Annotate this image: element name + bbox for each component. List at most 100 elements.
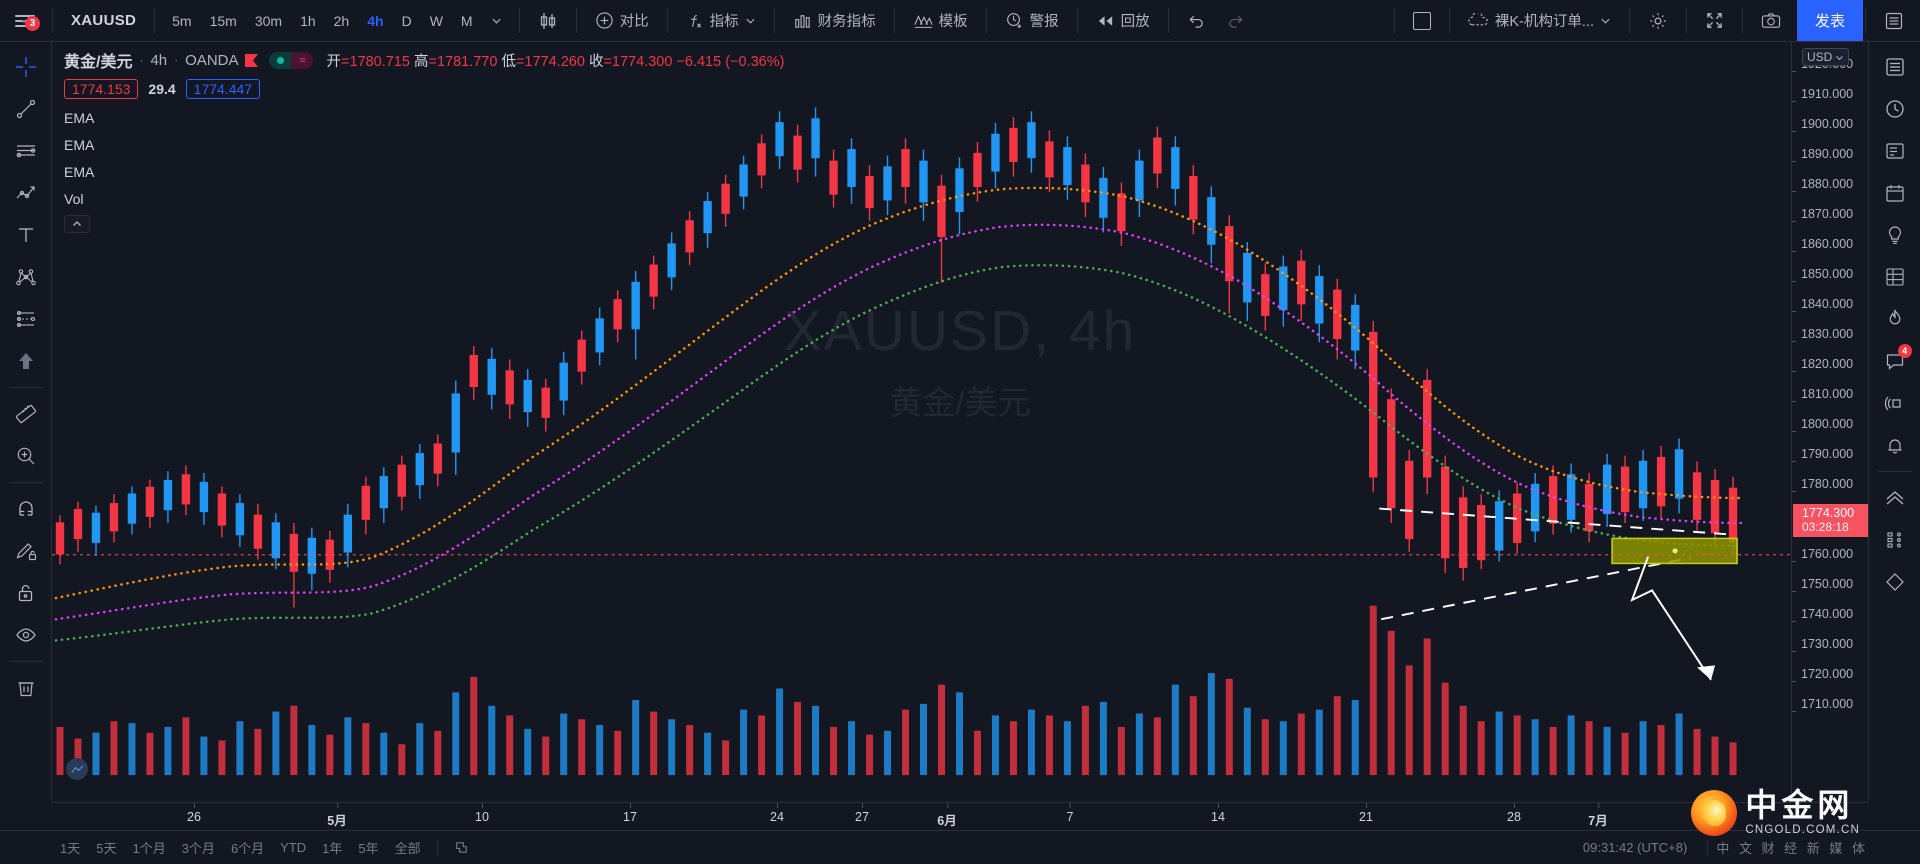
financials-button[interactable]: 财务指标: [784, 6, 885, 36]
fullscreen-button[interactable]: [1696, 6, 1733, 36]
undo-icon: [1187, 12, 1206, 29]
time-axis[interactable]: 26 5月 10 17 24 27 6月 7 14 21 28 7月 6: [52, 802, 1868, 830]
chart-canvas[interactable]: [52, 42, 1791, 802]
measure-tool[interactable]: [6, 394, 46, 434]
bell-icon: [1884, 434, 1906, 456]
chart-area[interactable]: 黄金/美元 · 4h · OANDA ≈ 开=1780.715 高=1781.7…: [52, 42, 1868, 802]
price-tick: 1820.000: [1792, 357, 1868, 378]
main-menu-button[interactable]: 3: [6, 12, 44, 31]
price-tick: 1870.000: [1792, 207, 1868, 228]
range-3m[interactable]: 3个月: [181, 841, 215, 856]
ruler-icon: [15, 403, 37, 425]
single-layout-icon: [1412, 11, 1431, 30]
replay-button[interactable]: 回放: [1087, 6, 1159, 36]
undo-button[interactable]: [1178, 6, 1215, 36]
screener-button[interactable]: [1875, 257, 1915, 297]
range-5d[interactable]: 5天: [96, 841, 117, 856]
toolbar-divider: [1865, 8, 1866, 33]
timeframe-15m[interactable]: 15m: [209, 12, 237, 29]
snapshot-button[interactable]: [1752, 6, 1790, 36]
settings-button[interactable]: [1639, 6, 1677, 36]
toolbar-divider: [1877, 471, 1912, 472]
support-trendline: [1381, 556, 1692, 621]
timeframe-5m[interactable]: 5m: [172, 12, 192, 29]
templates-button[interactable]: 模板: [904, 6, 977, 36]
volume-pane-badge[interactable]: [66, 758, 88, 780]
redo-button[interactable]: [1217, 6, 1254, 36]
timeframe-w[interactable]: W: [429, 12, 443, 29]
legend-collapse-button[interactable]: [64, 215, 90, 233]
broadcast-button[interactable]: [1875, 383, 1915, 423]
fib-retracement-tool[interactable]: [6, 131, 46, 171]
right-panel-toggle-button[interactable]: [1875, 6, 1913, 36]
currency-selector[interactable]: USD: [1802, 48, 1850, 66]
ideas-button[interactable]: [1875, 215, 1915, 255]
toolbar-divider: [773, 8, 775, 33]
text-tool[interactable]: [6, 215, 46, 255]
chart-type-button[interactable]: [529, 6, 567, 36]
timeframe-4h[interactable]: 4h: [367, 12, 384, 29]
timeframe-more-button[interactable]: [483, 6, 510, 36]
lock-drawings-tool[interactable]: [6, 573, 46, 613]
price-tick: 1850.000: [1792, 267, 1868, 288]
range-ytd[interactable]: YTD: [280, 840, 307, 855]
range-1m[interactable]: 1个月: [132, 841, 166, 856]
text-icon: [15, 224, 37, 246]
publish-button[interactable]: 发表: [1796, 0, 1863, 41]
trend-line-tool[interactable]: [6, 89, 46, 129]
bearish-projection-arrow: [1630, 556, 1712, 681]
stay-in-drawing-mode-tool[interactable]: [6, 531, 46, 571]
toolbar-divider: [985, 8, 987, 33]
timeframe-2h[interactable]: 2h: [333, 12, 350, 29]
remove-drawings-tool[interactable]: [6, 668, 46, 708]
function-icon: [686, 12, 704, 30]
timeframe-d[interactable]: D: [401, 12, 412, 29]
magnet-tool[interactable]: [6, 489, 46, 529]
data-window-button[interactable]: [1875, 562, 1915, 602]
indicators-button[interactable]: 指标: [677, 6, 765, 36]
notifications-button[interactable]: [1875, 425, 1915, 465]
timeframe-30m[interactable]: 30m: [254, 12, 283, 29]
time-tick: 24: [770, 803, 784, 824]
toolbar-divider: [1393, 8, 1395, 33]
cursor-crosshair-tool[interactable]: [6, 47, 46, 87]
timeframe-m[interactable]: M: [460, 12, 473, 29]
saved-layout-button[interactable]: 裸K-机构订单...: [1459, 6, 1620, 36]
ideas-stream-button[interactable]: [1875, 478, 1915, 518]
arrow-marker-tool[interactable]: [6, 341, 46, 381]
pitchfork-tool[interactable]: [6, 173, 46, 213]
range-1d[interactable]: 1天: [60, 841, 81, 856]
bar-countdown: 03:28:18: [1802, 520, 1849, 534]
timezone-button[interactable]: [447, 837, 476, 858]
range-1y[interactable]: 1年: [322, 841, 343, 856]
settings-group: [1632, 0, 1684, 41]
range-all[interactable]: 全部: [394, 841, 421, 856]
compare-button[interactable]: 对比: [586, 6, 658, 36]
zoom-tool[interactable]: [6, 436, 46, 476]
alerts-panel-button[interactable]: [1875, 89, 1915, 129]
prediction-tool[interactable]: [6, 299, 46, 339]
watchlist-button[interactable]: [1875, 47, 1915, 87]
layout-grid-button[interactable]: [1404, 6, 1440, 36]
range-5y[interactable]: 5年: [358, 841, 379, 856]
time-tick: 6: [1699, 803, 1705, 824]
time-tick: 7: [1067, 803, 1073, 824]
symbol-button[interactable]: XAUUSD: [71, 12, 137, 29]
timeframe-1h[interactable]: 1h: [300, 12, 316, 29]
patterns-tool[interactable]: [6, 257, 46, 297]
news-button[interactable]: [1875, 131, 1915, 171]
news-icon: [1884, 140, 1906, 162]
ema-fast-line: [54, 186, 1743, 600]
object-tree-button[interactable]: [1875, 520, 1915, 560]
range-6m[interactable]: 6个月: [230, 841, 265, 856]
layout-select-group: [1397, 0, 1447, 41]
current-price-badge[interactable]: 1774.300 03:28:18: [1793, 504, 1868, 537]
price-axis[interactable]: USD 1920.000 1910.000 1900.000 1890.000 …: [1791, 42, 1868, 802]
time-tick: 28: [1507, 803, 1521, 824]
hide-drawings-tool[interactable]: [6, 615, 46, 655]
calendar-button[interactable]: [1875, 173, 1915, 213]
chat-button[interactable]: 4: [1875, 341, 1915, 381]
hotlist-button[interactable]: [1875, 299, 1915, 339]
price-tick: 1750.000: [1792, 577, 1868, 598]
alerts-button[interactable]: 警报: [996, 6, 1068, 36]
